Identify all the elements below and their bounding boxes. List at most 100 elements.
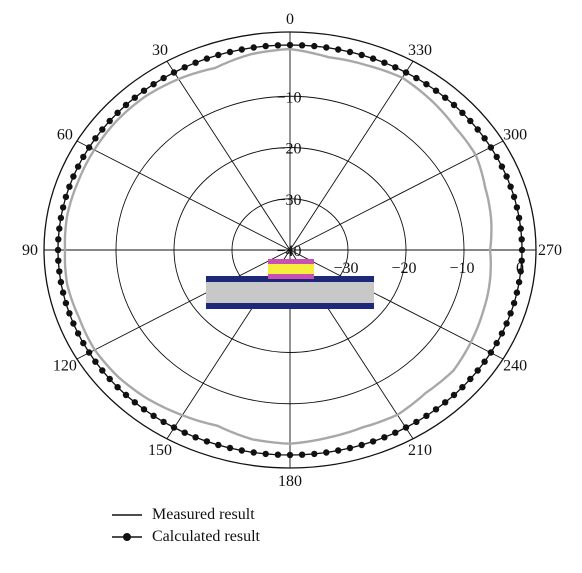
angle-tick-label: 90 [22,242,38,259]
calculated-marker [481,358,488,365]
radial-tick-label: −30 [276,192,301,209]
calculated-marker [515,278,523,286]
calculated-marker [323,449,330,456]
calculated-marker [493,339,500,347]
calculated-marker [346,48,354,56]
calculated-marker [311,450,318,458]
calculated-marker [467,375,474,383]
calculated-marker [226,48,234,56]
calculated-marker [481,135,488,142]
calculated-marker [70,320,77,327]
calculated-marker [298,42,306,49]
calculated-marker [114,384,121,391]
angle-tick-label: 150 [148,442,172,459]
angle-tick-label: 60 [57,127,73,144]
calculated-marker [369,438,377,445]
angle-spoke [289,60,414,251]
inset-patch-top [268,259,314,264]
calculated-marker [381,59,388,66]
calculated-marker [442,399,449,406]
calculated-marker [518,236,525,243]
calculated-marker [122,391,130,399]
calculated-marker [498,163,506,170]
calculated-marker [513,289,521,296]
calculated-marker [392,429,399,436]
calculated-marker [215,51,222,59]
calculated-marker [203,438,211,445]
calculated-marker [274,451,282,458]
calculated-marker [92,135,99,142]
inset-patch-base [268,274,314,279]
angle-tick-label: 210 [408,442,432,459]
angle-tick-label: 330 [408,42,432,59]
calculated-marker [513,204,521,211]
angle-spoke [289,140,504,251]
calculated-marker [160,74,167,82]
calculated-marker [59,289,67,296]
calculated-marker [181,429,188,436]
calculated-marker [493,153,500,161]
calculated-marker [131,399,138,406]
calculated-marker [92,358,99,365]
calculated-marker [423,81,430,88]
calculated-marker [85,144,93,151]
inset-ground-plane [206,303,374,309]
calculated-marker [358,51,365,59]
calculated-marker [54,246,62,254]
calculated-marker [62,193,70,201]
calculated-marker [106,375,113,383]
calculated-marker [402,424,410,431]
calculated-marker [59,204,67,211]
calculated-marker [140,406,148,413]
calculated-marker [150,412,157,419]
calculated-marker [423,412,430,419]
calculated-marker [274,42,282,49]
calculated-marker [518,246,526,254]
calculated-marker [122,101,130,109]
angle-spoke [289,249,504,360]
angle-tick-label: 0 [286,11,294,28]
calculated-marker [57,278,65,286]
calculated-marker [459,109,466,117]
calculated-marker [298,451,306,458]
calculated-marker [181,64,188,71]
calculated-marker [474,126,481,133]
calculated-marker [510,193,518,201]
legend-line-dot-marker [112,533,142,541]
radial-tick-label: −40 [276,243,301,260]
legend: Measured result Calculated result [110,504,260,548]
radial-tick-label-right: −10 [449,260,474,277]
calculated-marker [85,349,93,356]
calculated-marker [226,444,234,452]
angle-tick-label: 180 [278,473,302,490]
calculated-marker [80,339,87,347]
calculated-marker [99,126,106,133]
radial-tick-labels: −40−30−20−10−30−20−100 [276,89,524,277]
calculated-marker [450,391,458,399]
calculated-marker [238,447,245,454]
data-series [54,41,526,459]
angle-tick-label: 30 [152,42,168,59]
calculated-marker [192,434,199,441]
calculated-marker [503,320,510,327]
calculated-marker [150,81,157,88]
calculated-marker [459,384,466,391]
angle-tick-label: 120 [53,358,77,375]
calculated-marker [74,163,82,170]
calculated-marker [250,449,257,456]
calculated-marker [74,330,82,337]
antenna-cross-section-inset [206,259,374,309]
calculated-marker [66,183,73,190]
calculated-marker [335,46,342,53]
calculated-marker [311,42,318,50]
calculated-marker [507,310,514,317]
calculated-marker [170,69,178,76]
calculated-marker [99,367,106,374]
legend-line-marker [112,514,142,516]
calculated-marker [262,450,269,458]
calculated-marker [286,451,294,459]
calculated-marker [80,153,87,161]
legend-item-measured: Measured result [110,504,260,526]
calculated-marker [510,299,518,307]
calculated-marker [57,214,65,222]
